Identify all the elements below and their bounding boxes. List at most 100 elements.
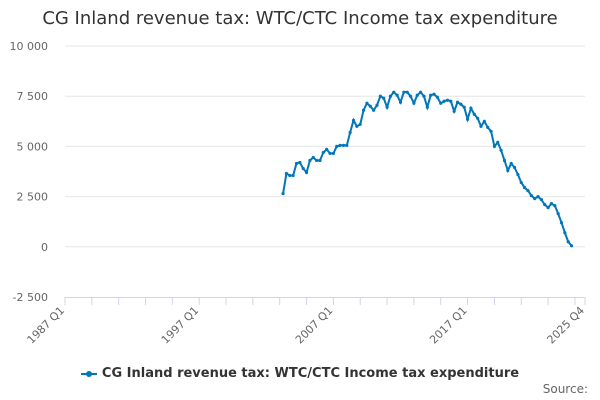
data-point bbox=[372, 108, 376, 112]
data-point bbox=[288, 173, 292, 178]
x-tick-label: 2007 Q1 bbox=[293, 304, 336, 347]
data-point bbox=[375, 103, 379, 107]
data-point bbox=[281, 191, 285, 196]
data-point bbox=[516, 172, 520, 177]
data-point bbox=[328, 151, 332, 156]
data-point bbox=[419, 90, 423, 94]
data-point bbox=[422, 94, 426, 98]
data-point bbox=[449, 99, 453, 103]
data-point bbox=[469, 106, 473, 110]
data-point bbox=[509, 161, 513, 166]
legend-item[interactable]: CG Inland revenue tax: WTC/CTC Income ta… bbox=[0, 366, 600, 381]
chart-title: CG Inland revenue tax: WTC/CTC Income ta… bbox=[42, 8, 558, 29]
data-point bbox=[348, 130, 352, 134]
y-tick-label: 5 000 bbox=[17, 140, 49, 153]
data-point bbox=[569, 244, 574, 248]
data-point bbox=[476, 116, 480, 120]
data-point bbox=[318, 158, 322, 163]
data-point bbox=[472, 112, 476, 116]
data-point bbox=[445, 98, 450, 102]
data-point bbox=[425, 105, 429, 109]
data-point bbox=[442, 99, 446, 103]
data-point bbox=[284, 171, 289, 176]
x-tick-label: 1997 Q1 bbox=[159, 304, 202, 347]
data-point bbox=[358, 122, 362, 126]
data-point bbox=[492, 144, 497, 148]
data-point bbox=[566, 240, 570, 244]
data-point bbox=[526, 188, 530, 193]
data-point bbox=[341, 143, 346, 147]
data-point bbox=[331, 151, 335, 156]
data-point bbox=[479, 124, 483, 128]
data-point bbox=[539, 198, 543, 202]
data-point bbox=[536, 195, 540, 199]
x-tick-label: 2017 Q1 bbox=[427, 304, 470, 347]
data-point bbox=[301, 166, 305, 171]
data-point bbox=[321, 150, 325, 155]
y-tick-label: 10 000 bbox=[10, 40, 49, 53]
data-point bbox=[519, 180, 523, 185]
data-point bbox=[432, 92, 436, 96]
data-point bbox=[402, 90, 406, 94]
data-point bbox=[395, 93, 399, 97]
data-point bbox=[412, 101, 416, 105]
data-point bbox=[335, 144, 339, 148]
legend-line-marker-icon bbox=[80, 370, 97, 377]
x-tick-label: 2025 Q4 bbox=[545, 304, 588, 347]
data-point bbox=[398, 100, 403, 104]
data-point bbox=[308, 158, 312, 163]
data-point bbox=[338, 143, 342, 147]
data-point bbox=[311, 155, 315, 160]
data-point bbox=[533, 197, 537, 201]
data-point bbox=[465, 117, 470, 121]
data-point bbox=[455, 100, 460, 104]
y-tick-label: 2 500 bbox=[17, 191, 49, 204]
data-point bbox=[315, 158, 319, 163]
data-point bbox=[408, 94, 413, 98]
data-point bbox=[556, 212, 560, 216]
data-point bbox=[351, 118, 356, 122]
data-point bbox=[543, 203, 547, 207]
data-point bbox=[502, 158, 507, 163]
data-point bbox=[499, 148, 503, 153]
data-point bbox=[392, 90, 396, 94]
y-tick-label: 7 500 bbox=[17, 90, 49, 103]
data-point bbox=[452, 109, 456, 113]
data-point bbox=[385, 105, 389, 109]
data-point bbox=[325, 147, 329, 152]
data-point bbox=[361, 108, 366, 112]
data-point bbox=[553, 204, 557, 208]
data-point bbox=[462, 105, 466, 109]
data-point bbox=[368, 104, 372, 108]
data-point bbox=[378, 94, 382, 98]
y-tick-label: -2 500 bbox=[13, 291, 48, 304]
data-point bbox=[355, 124, 359, 128]
data-point bbox=[345, 143, 349, 147]
data-point bbox=[382, 96, 386, 100]
data-point bbox=[506, 168, 510, 173]
y-tick-label: 0 bbox=[41, 241, 48, 254]
data-point bbox=[298, 160, 302, 165]
data-point bbox=[304, 170, 309, 175]
data-point bbox=[512, 165, 517, 170]
data-point bbox=[291, 173, 295, 178]
data-point bbox=[482, 119, 486, 123]
data-point bbox=[415, 93, 419, 97]
data-point bbox=[435, 95, 439, 99]
data-point bbox=[459, 102, 463, 106]
legend-label: CG Inland revenue tax: WTC/CTC Income ta… bbox=[101, 366, 520, 381]
data-point bbox=[546, 206, 550, 210]
data-point bbox=[405, 90, 409, 94]
data-point bbox=[489, 129, 493, 133]
data-point bbox=[496, 140, 500, 144]
data-point bbox=[559, 221, 564, 225]
data-point bbox=[294, 161, 299, 166]
series-line bbox=[282, 90, 573, 247]
source-label: Source: bbox=[542, 382, 588, 396]
data-point bbox=[365, 101, 369, 105]
data-point bbox=[529, 193, 533, 198]
data-point bbox=[429, 93, 433, 97]
data-point bbox=[486, 125, 490, 129]
